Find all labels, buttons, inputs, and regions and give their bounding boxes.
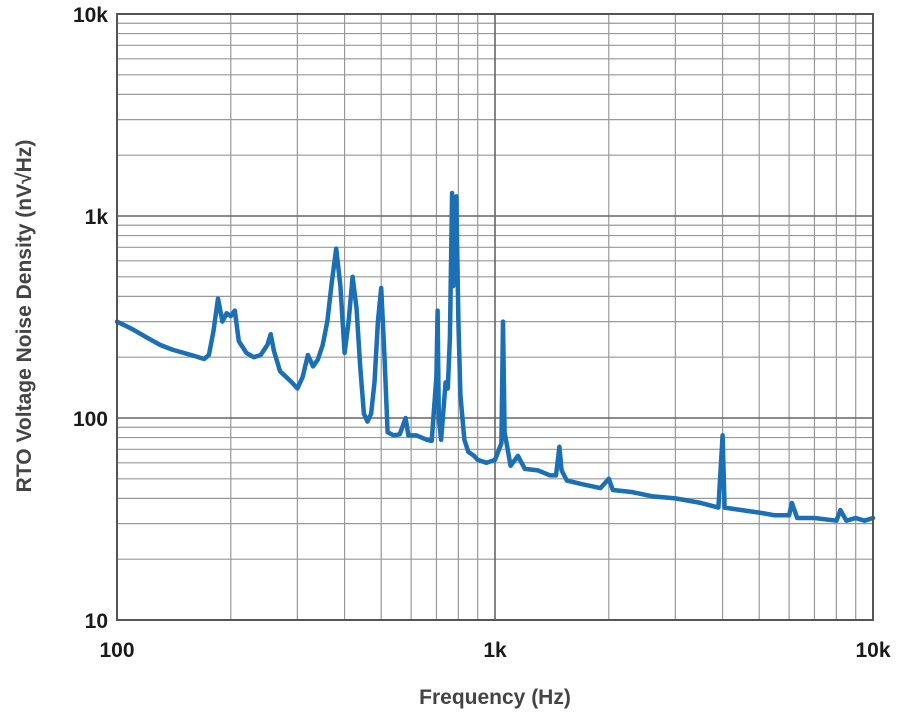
y-tick-labels: 10 100 1k 10k — [73, 4, 108, 633]
y-tick-label: 1k — [85, 206, 109, 229]
x-tick-label: 10k — [855, 639, 890, 662]
y-axis-label: RTO Voltage Noise Density (nV√Hz) — [13, 140, 36, 493]
plot-frame — [116, 13, 874, 621]
x-tick-label: 100 — [99, 639, 134, 662]
y-tick-label: 10k — [73, 4, 108, 27]
x-tick-label: 1k — [483, 639, 507, 662]
series-layer — [114, 190, 876, 523]
y-tick-label: 100 — [73, 408, 108, 431]
x-tick-labels: 100 1k 10k — [99, 639, 890, 662]
x-axis-label: Frequency (Hz) — [419, 686, 571, 709]
y-tick-label: 10 — [85, 610, 108, 633]
noise-density-line — [114, 190, 876, 523]
